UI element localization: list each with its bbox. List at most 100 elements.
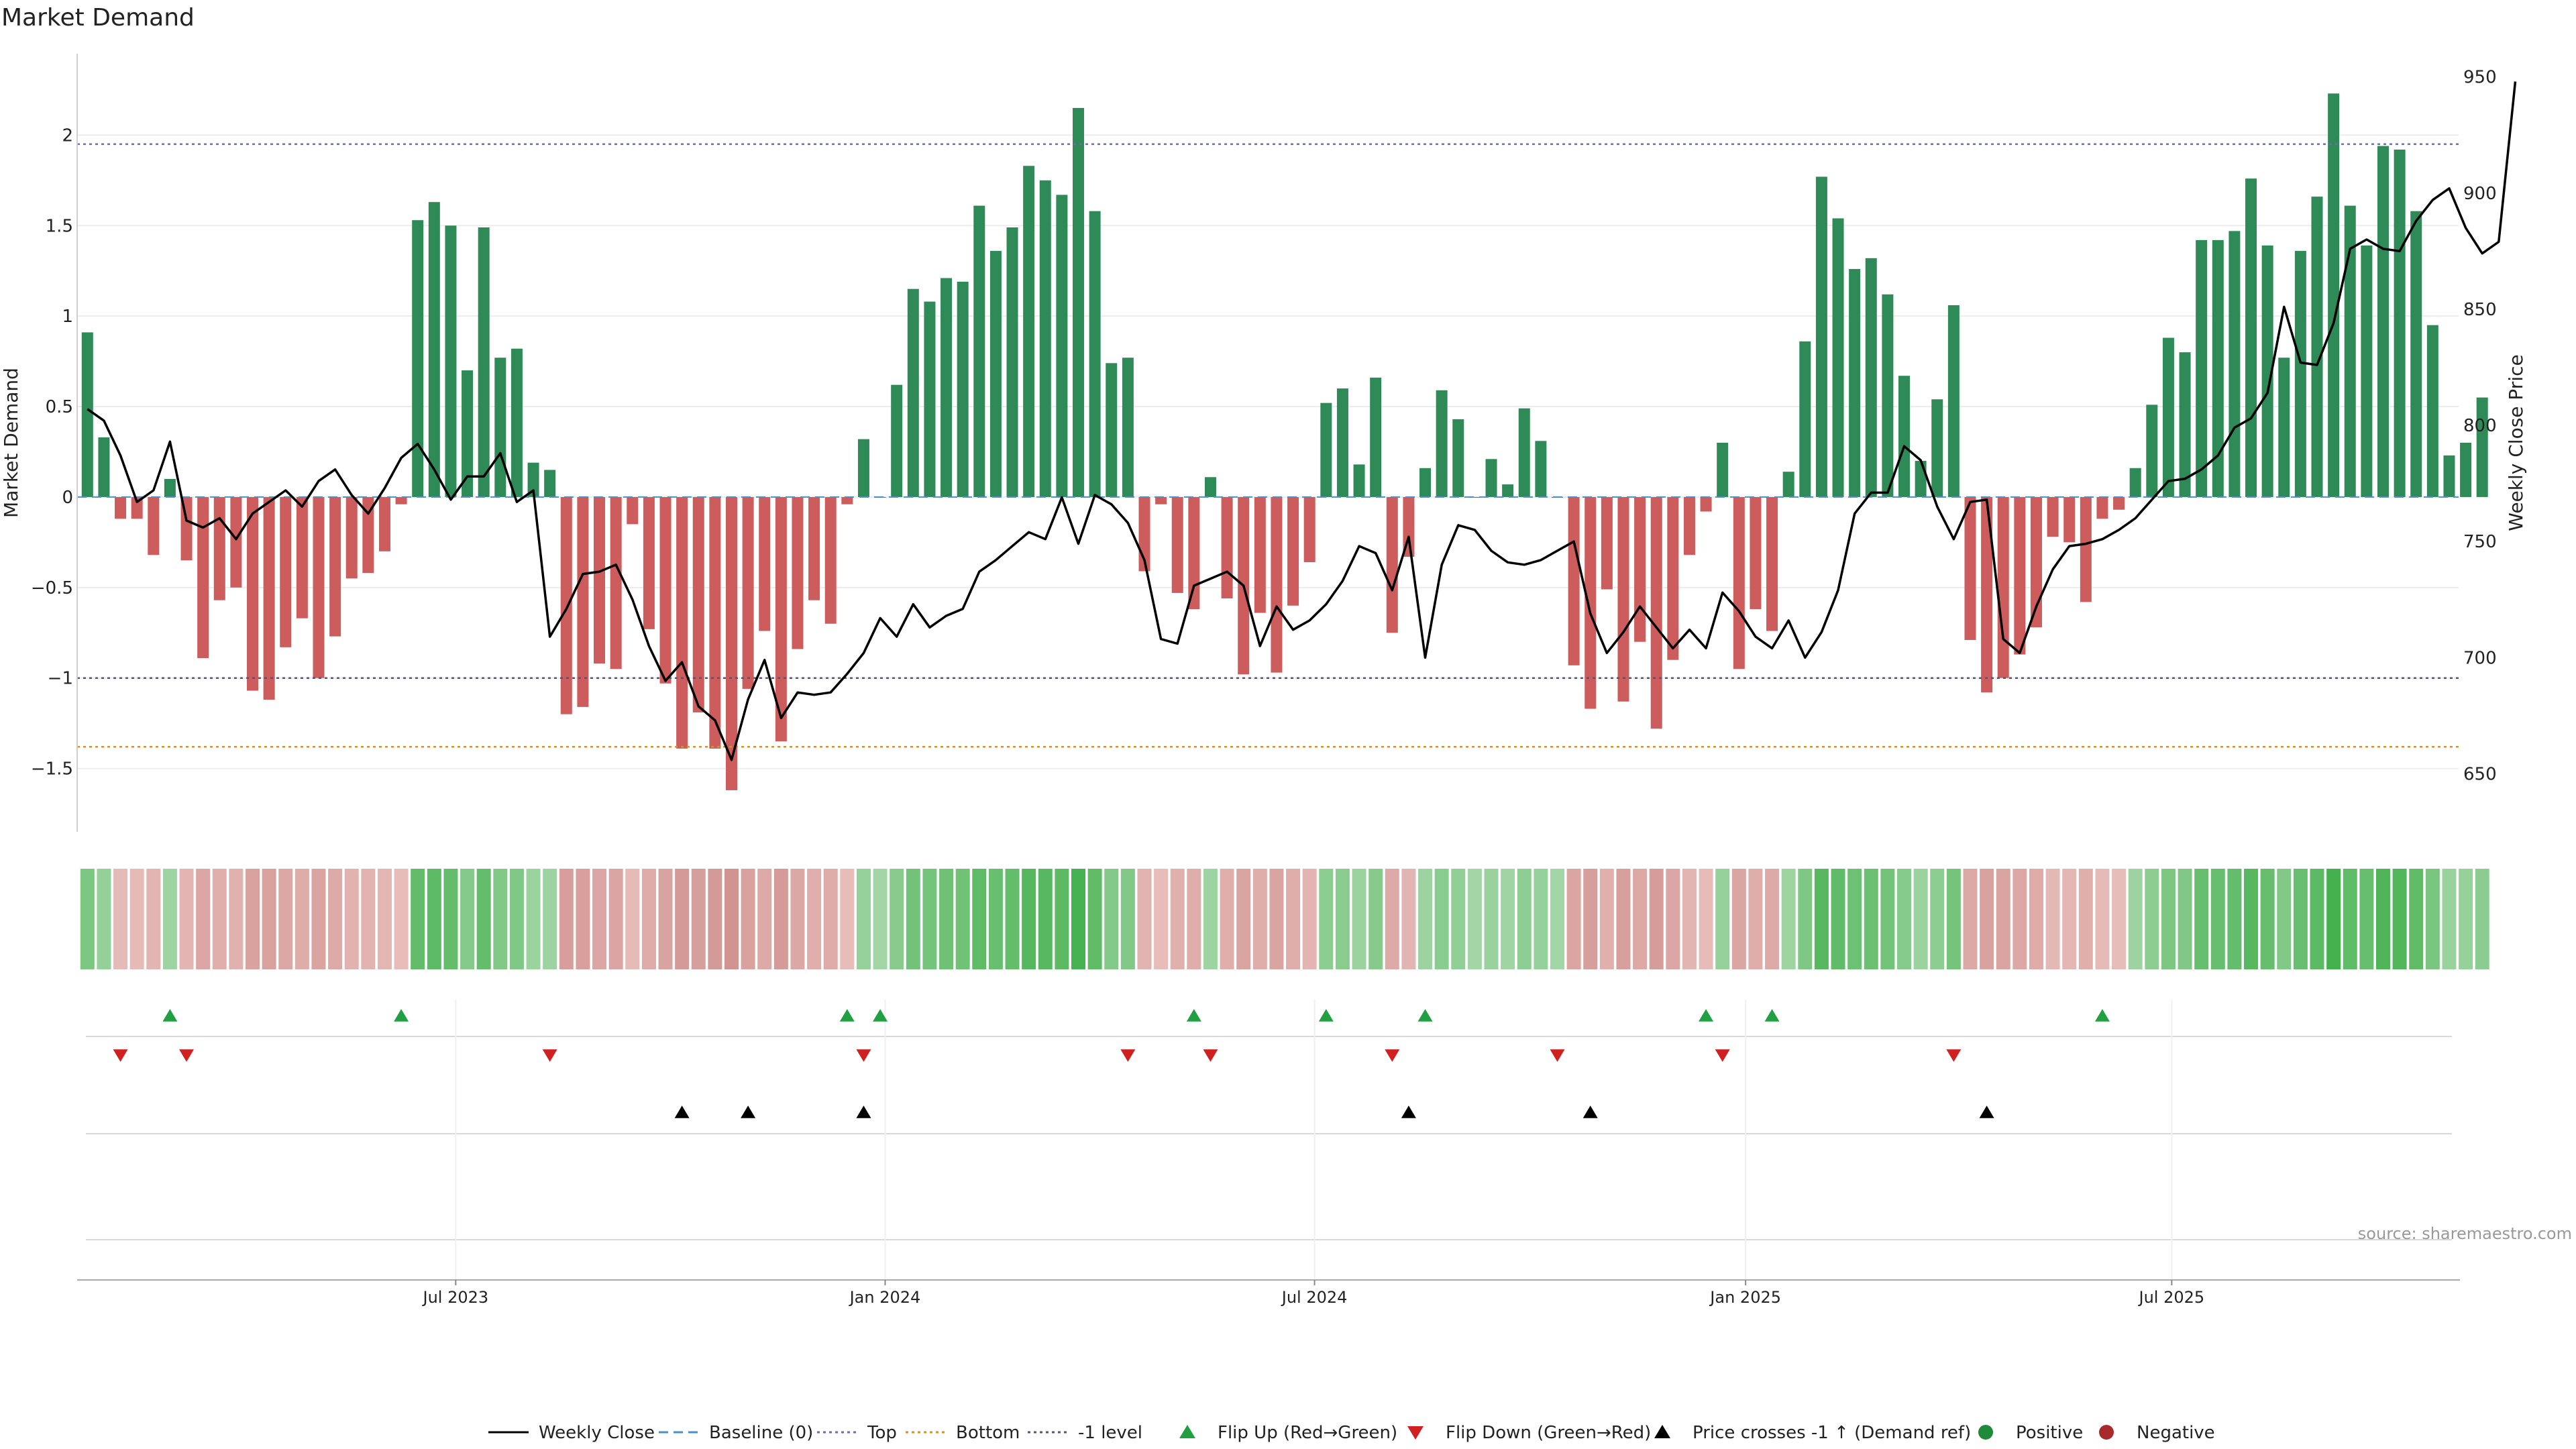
heat-cell — [526, 869, 541, 969]
heat-cell — [1897, 869, 1912, 969]
legend-item: -1 level — [1028, 1423, 1142, 1443]
negative-bar — [1601, 496, 1613, 590]
legend-label: Negative — [2137, 1423, 2215, 1443]
negative-bar — [742, 496, 754, 689]
positive-bar — [2460, 443, 2472, 497]
positive-bar — [544, 470, 556, 497]
heat-cell — [1913, 869, 1928, 969]
heat-cell — [2112, 869, 2127, 969]
heat-cell — [1385, 869, 1399, 969]
negative-bar — [1617, 496, 1629, 702]
heat-cell — [2326, 869, 2341, 969]
source-note: source: sharemaestro.com — [2358, 1224, 2572, 1243]
heat-cell — [1434, 869, 1449, 969]
positive-bar — [1882, 294, 1894, 497]
heat-cell — [361, 869, 376, 969]
heat-cell — [1963, 869, 1978, 969]
heat-cell — [212, 869, 227, 969]
heat-cell — [476, 869, 491, 969]
flip-up-marker — [1699, 1009, 1714, 1022]
positive-bar — [81, 332, 93, 497]
heat-cell — [543, 869, 557, 969]
heat-cell — [1038, 869, 1053, 969]
positive-bar — [2129, 468, 2141, 497]
heat-cell — [823, 869, 838, 969]
negative-bar — [213, 496, 225, 600]
legend-swatch-triangle — [1407, 1426, 1424, 1440]
heat-cell — [807, 869, 822, 969]
heat-cell — [162, 869, 177, 969]
legend-label: Price crosses -1 ↑ (Demand ref) — [1693, 1423, 1971, 1443]
heat-cell — [394, 869, 409, 969]
positive-bar — [2328, 93, 2340, 497]
heat-cell — [773, 869, 788, 969]
legend-label: Top — [867, 1423, 897, 1443]
legend-label: Baseline (0) — [709, 1423, 813, 1443]
negative-bar — [378, 496, 390, 551]
heat-cell — [179, 869, 194, 969]
negative-bar — [1700, 496, 1712, 512]
positive-bar — [98, 437, 110, 497]
heat-cell — [1996, 869, 2010, 969]
positive-bar — [527, 462, 539, 497]
y-tick-label: 1.5 — [46, 216, 73, 236]
heat-cell — [97, 869, 111, 969]
positive-bar — [891, 384, 903, 497]
heat-cell — [1731, 869, 1746, 969]
heat-cell — [790, 869, 805, 969]
negative-bar — [2047, 496, 2059, 537]
heat-cell — [641, 869, 656, 969]
negative-bar — [329, 496, 341, 637]
y2-tick-label: 650 — [2463, 764, 2497, 784]
heat-cell — [1005, 869, 1020, 969]
negative-bar — [345, 496, 358, 579]
heat-cell — [1946, 869, 1961, 969]
flip-up-marker — [2094, 1009, 2110, 1022]
legend-label: Flip Up (Red→Green) — [1218, 1423, 1397, 1443]
heat-cell — [2475, 869, 2489, 969]
legend-swatch-triangle — [1654, 1425, 1670, 1438]
heat-cell — [1120, 869, 1135, 969]
heat-cell — [1269, 869, 1284, 969]
negative-bar — [1403, 496, 1415, 557]
negative-bar — [395, 496, 407, 504]
reference-levels — [77, 143, 2459, 748]
negative-bar — [1386, 496, 1398, 633]
heat-cell — [1022, 869, 1036, 969]
x-tick-label: Jan 2024 — [849, 1288, 921, 1307]
heat-cell — [1633, 869, 1648, 969]
price-cross-marker — [674, 1106, 690, 1118]
heat-cell — [2078, 869, 2093, 969]
x-tick-label: Jan 2025 — [1709, 1288, 1781, 1307]
positive-bar — [1502, 484, 1514, 497]
heat-cell — [1187, 869, 1201, 969]
positive-bar — [1799, 341, 1811, 497]
flip-down-marker — [856, 1049, 871, 1062]
legend-item: Negative — [2099, 1423, 2215, 1443]
heat-cell — [1517, 869, 1532, 969]
positive-bar — [2278, 358, 2290, 497]
negative-bar — [808, 496, 820, 600]
heat-cell — [2260, 869, 2275, 969]
positive-bar — [494, 358, 506, 497]
heat-cell — [2343, 869, 2357, 969]
heat-cell — [2029, 869, 2043, 969]
positive-bar — [2294, 251, 2306, 497]
positive-bar — [462, 370, 474, 497]
negative-bar — [775, 496, 787, 742]
y-axis-label: Market Demand — [0, 368, 22, 518]
flip-down-marker — [179, 1049, 195, 1062]
positive-bar — [2476, 397, 2488, 497]
heat-cell — [2392, 869, 2407, 969]
heat-cell — [922, 869, 937, 969]
y2-axis-label: Weekly Close Price — [2505, 354, 2527, 531]
heat-cell — [939, 869, 954, 969]
positive-bar — [1468, 496, 1481, 498]
y2-tick-label: 900 — [2463, 184, 2497, 204]
positive-bar — [1106, 363, 1118, 497]
negative-bar — [296, 496, 308, 619]
y-tick-label: −1 — [48, 669, 73, 689]
positive-bar — [1370, 377, 1382, 497]
heat-cell — [1534, 869, 1548, 969]
heat-cell — [1649, 869, 1664, 969]
